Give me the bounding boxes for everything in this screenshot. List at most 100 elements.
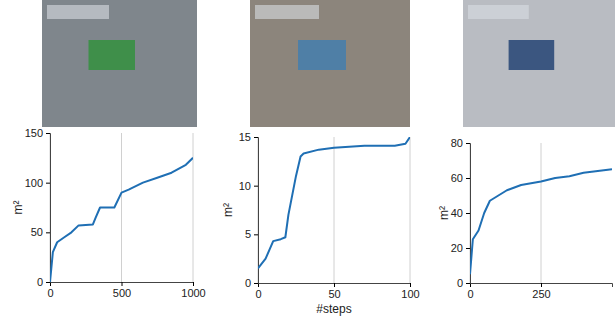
grid-line <box>334 137 335 283</box>
y-axis-line <box>466 144 471 284</box>
photo-detail <box>255 5 319 19</box>
x-tick-label: 100 <box>401 288 419 300</box>
y-tick-label: 15 <box>239 131 251 143</box>
y-tick-mark <box>466 213 470 214</box>
y-tick: 100 <box>25 177 50 189</box>
photo <box>42 0 197 127</box>
y-axis: 0 5 10 15 <box>239 131 259 289</box>
y-tick-mark <box>254 234 258 235</box>
chart: 0 500 1000 0 50 100 150 m² <box>11 127 206 299</box>
y-tick: 0 <box>37 276 50 288</box>
y-axis-title: m² <box>437 206 451 220</box>
data-line <box>470 169 612 274</box>
x-tick: 1000 <box>181 282 205 299</box>
y-tick-mark <box>254 186 258 187</box>
photo-detail <box>298 40 346 70</box>
y-tick-mark <box>254 137 258 138</box>
x-tick-mark <box>334 283 335 287</box>
plot-area <box>50 158 193 282</box>
figure: 05001000050100150m²050100051015m²#steps0… <box>0 0 615 320</box>
y-tick-label: 0 <box>457 277 463 289</box>
photo-detail <box>47 5 109 19</box>
grid-line <box>541 143 542 283</box>
y-tick: 5 <box>245 228 258 240</box>
y-axis: 0 20 40 60 80 <box>451 137 471 289</box>
x-tick-mark <box>410 283 411 287</box>
y-tick-label: 60 <box>451 172 463 184</box>
y-tick: 40 <box>451 207 470 219</box>
y-tick-label: 0 <box>37 276 43 288</box>
y-axis-title: m² <box>221 203 235 217</box>
grid-line <box>121 133 122 282</box>
x-tick: 50 <box>328 283 340 300</box>
y-tick-label: 100 <box>25 177 43 189</box>
photo-detail <box>89 40 136 70</box>
x-tick-label: 1000 <box>181 287 205 299</box>
data-line <box>50 158 193 282</box>
x-tick-mark <box>122 282 123 286</box>
x-tick-label: 50 <box>328 288 340 300</box>
data-line <box>258 137 410 268</box>
x-axis-line <box>259 284 411 288</box>
photo-background <box>250 0 410 127</box>
photo-background <box>463 0 615 127</box>
y-tick: 150 <box>25 127 50 139</box>
x-tick-mark <box>193 282 194 286</box>
grid <box>470 143 541 283</box>
x-tick: 0 <box>47 282 53 299</box>
x-tick: 100 <box>401 283 419 300</box>
y-tick-label: 10 <box>239 180 251 192</box>
photo <box>463 0 615 127</box>
y-tick-label: 5 <box>245 228 251 240</box>
x-tick: 250 <box>532 283 550 300</box>
x-tick-label: 500 <box>113 287 131 299</box>
y-tick-mark <box>46 232 50 233</box>
chart: 0 50 100 0 5 10 15 m² #steps <box>221 131 420 316</box>
x-axis: 0 500 1000 <box>47 282 205 299</box>
y-tick-mark <box>254 283 258 284</box>
y-tick-mark <box>466 178 470 179</box>
photo <box>250 0 410 127</box>
y-tick-label: 50 <box>31 226 43 238</box>
x-axis: 0 250 <box>467 283 612 300</box>
chart: 0 250 0 20 40 60 80 m² <box>437 137 613 300</box>
y-tick-mark <box>466 143 470 144</box>
y-tick-label: 20 <box>451 242 463 254</box>
y-tick-label: 0 <box>245 277 251 289</box>
x-axis-line <box>471 284 613 288</box>
photo-detail <box>509 40 555 70</box>
y-tick-label: 40 <box>451 207 463 219</box>
photo-detail <box>468 5 529 19</box>
y-tick-label: 80 <box>451 137 463 149</box>
y-tick-label: 150 <box>25 127 43 139</box>
y-tick: 10 <box>239 180 258 192</box>
x-tick-mark <box>541 283 542 287</box>
x-tick-label: 0 <box>467 288 473 300</box>
y-tick: 80 <box>451 137 470 149</box>
y-tick-mark <box>46 282 50 283</box>
y-tick: 0 <box>245 277 258 289</box>
x-tick: 0 <box>467 283 473 300</box>
x-axis-title: #steps <box>316 302 351 316</box>
x-tick: 500 <box>113 282 131 299</box>
x-tick: 0 <box>255 283 261 300</box>
y-axis-line <box>46 134 51 283</box>
y-tick-mark <box>46 133 50 134</box>
x-tick-label: 250 <box>532 288 550 300</box>
y-tick-mark <box>466 283 470 284</box>
grid-line <box>410 137 411 283</box>
y-axis: 0 50 100 150 <box>25 127 51 288</box>
plot-area <box>470 169 612 274</box>
x-tick-label: 0 <box>255 288 261 300</box>
y-tick: 0 <box>457 277 470 289</box>
y-tick-mark <box>46 183 50 184</box>
x-axis: 0 50 100 <box>255 283 419 300</box>
x-axis-line <box>51 283 194 287</box>
grid-line <box>193 133 194 282</box>
y-tick-mark <box>466 248 470 249</box>
photo-background <box>42 0 197 127</box>
y-axis-title: m² <box>11 201 25 215</box>
y-tick: 60 <box>451 172 470 184</box>
y-axis-line <box>254 138 259 284</box>
grid <box>50 133 193 282</box>
